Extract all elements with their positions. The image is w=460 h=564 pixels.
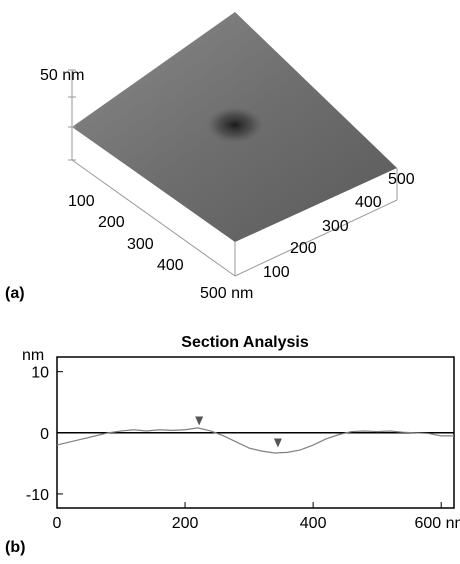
pit <box>207 107 263 143</box>
left-tick: 400 <box>157 257 184 274</box>
box-edges <box>68 69 398 277</box>
left-tick: 200 <box>98 214 125 231</box>
cursor-marker <box>273 438 282 448</box>
right-tick: 300 <box>322 218 349 235</box>
y-axis-label: nm <box>22 347 44 364</box>
left-tick: 300 <box>127 236 154 253</box>
profile-line <box>56 427 454 454</box>
x-tick-label: 200 <box>172 515 199 532</box>
panel-label: (b) <box>5 539 25 556</box>
y-tick-label: 10 <box>31 365 49 382</box>
left-tick: 500 nm <box>200 285 253 302</box>
right-tick: 500 <box>388 171 415 188</box>
x-tick-label: 0 <box>53 515 62 532</box>
chart-title: Section Analysis <box>181 334 309 351</box>
cursor-marker <box>195 416 204 426</box>
panel-label: (a) <box>5 285 25 302</box>
right-tick: 400 <box>355 194 382 211</box>
x-tick-label: 400 <box>300 515 327 532</box>
x-tick-label: 600 nm <box>415 515 460 532</box>
z-axis-label: 50 nm <box>40 67 84 84</box>
left-tick: 100 <box>68 193 95 210</box>
right-tick: 200 <box>290 240 317 257</box>
right-tick: 100 <box>263 264 290 281</box>
surface-3d: 50 nm 100 200 300 400 500 nm 100 200 300… <box>5 12 415 302</box>
y-tick-label: -10 <box>26 487 49 504</box>
y-tick-label: 0 <box>40 426 49 443</box>
